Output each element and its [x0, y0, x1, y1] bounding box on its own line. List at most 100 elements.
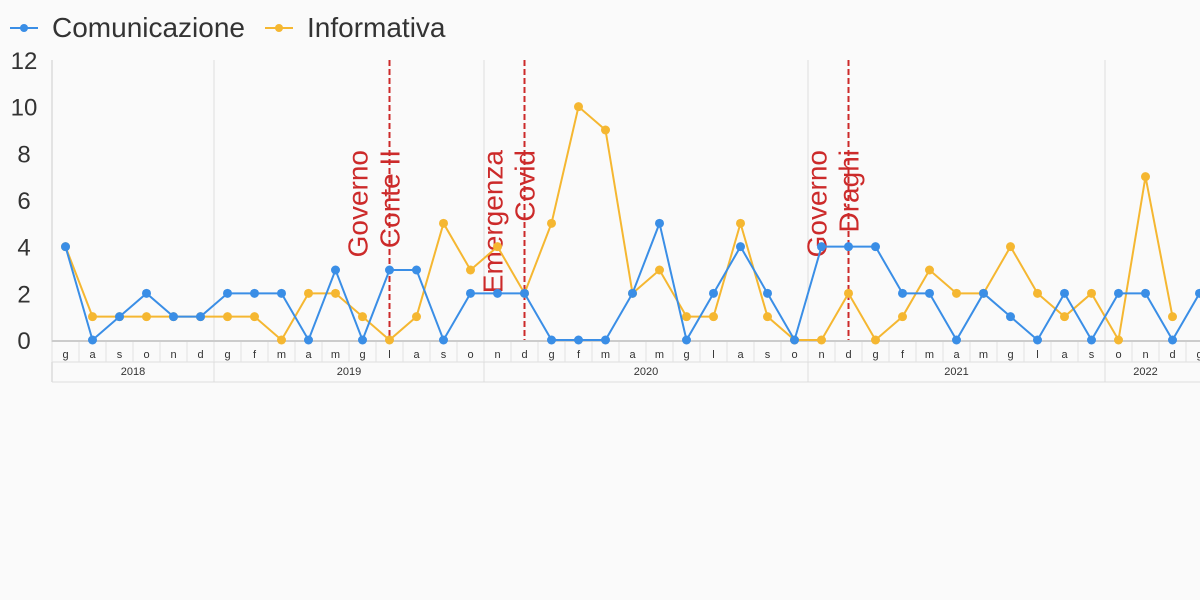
month-label: m: [277, 349, 286, 361]
data-point-0: [61, 242, 70, 252]
data-point-0: [1168, 335, 1177, 345]
data-point-1: [412, 312, 421, 322]
data-point-1: [250, 312, 259, 322]
month-label: f: [253, 349, 257, 361]
annotation-label-2: Draghi: [834, 150, 865, 232]
data-point-1: [817, 335, 826, 345]
data-point-0: [547, 335, 556, 345]
data-point-0: [1033, 335, 1042, 345]
month-label: g: [359, 349, 365, 361]
month-label: d: [521, 349, 527, 361]
y-tick-label: 6: [17, 188, 30, 215]
data-point-1: [925, 265, 934, 275]
data-point-1: [277, 335, 286, 345]
data-point-0: [304, 335, 313, 345]
month-label: n: [818, 349, 824, 361]
month-label: l: [712, 349, 714, 361]
month-label: o: [467, 349, 473, 361]
data-point-0: [88, 335, 97, 345]
data-point-1: [331, 288, 340, 298]
month-label: g: [683, 349, 689, 361]
annotation-label-0: Governo: [343, 150, 374, 257]
y-axis: 0 2 4 6 8 10 12: [11, 48, 53, 382]
data-point-0: [790, 335, 799, 345]
month-label: a: [1061, 349, 1068, 361]
data-point-1: [385, 335, 394, 345]
month-label: g: [62, 349, 68, 361]
month-label: a: [89, 349, 96, 361]
data-point-0: [466, 288, 475, 298]
legend-label-0: Comunicazione: [52, 12, 245, 43]
data-point-1: [1033, 288, 1042, 298]
data-point-1: [223, 312, 232, 322]
data-point-0: [979, 288, 988, 298]
data-point-0: [817, 242, 826, 252]
month-label: s: [117, 349, 123, 361]
data-point-0: [1060, 288, 1069, 298]
legend-label-1: Informativa: [307, 12, 446, 43]
month-label: g: [548, 349, 554, 361]
month-label: n: [494, 349, 500, 361]
month-label: m: [601, 349, 610, 361]
data-point-1: [709, 312, 718, 322]
month-label: m: [331, 349, 340, 361]
data-point-0: [169, 312, 178, 322]
data-point-1: [655, 265, 664, 275]
year-label: 2022: [1133, 366, 1157, 378]
month-label: g: [224, 349, 230, 361]
data-point-0: [952, 335, 961, 345]
data-point-0: [439, 335, 448, 345]
data-point-0: [277, 288, 286, 298]
data-point-0: [844, 242, 853, 252]
data-point-0: [871, 242, 880, 252]
data-point-1: [493, 242, 502, 252]
month-label: n: [170, 349, 176, 361]
data-point-1: [601, 125, 610, 135]
data-point-0: [1087, 335, 1096, 345]
data-point-0: [1006, 312, 1015, 322]
legend: Comunicazione Informativa: [10, 12, 446, 43]
y-tick-label: 12: [11, 48, 38, 75]
data-point-1: [1087, 288, 1096, 298]
month-label: d: [845, 349, 851, 361]
data-point-0: [358, 335, 367, 345]
data-point-0: [1195, 288, 1200, 298]
data-point-1: [142, 312, 151, 322]
month-label: a: [953, 349, 960, 361]
year-gridlines: [213, 60, 1106, 382]
data-point-0: [520, 288, 529, 298]
month-label: a: [629, 349, 636, 361]
month-label: l: [1036, 349, 1038, 361]
data-point-0: [412, 265, 421, 275]
data-point-1: [1114, 335, 1123, 345]
data-point-1: [358, 312, 367, 322]
data-point-0: [493, 288, 502, 298]
series-lines: [61, 102, 1200, 345]
annotation-label-2: Governo: [802, 150, 833, 257]
data-point-0: [736, 242, 745, 252]
month-label: a: [737, 349, 744, 361]
year-label: 2019: [337, 366, 361, 378]
month-label: l: [388, 349, 390, 361]
year-label: 2021: [944, 366, 968, 378]
month-label: n: [1142, 349, 1148, 361]
data-point-1: [844, 288, 853, 298]
annotation-label-1: Emergenza: [478, 150, 509, 294]
data-point-0: [925, 288, 934, 298]
data-point-1: [1141, 172, 1150, 182]
annotation-label-1: Covid: [510, 150, 541, 222]
data-point-1: [439, 218, 448, 228]
data-point-1: [88, 312, 97, 322]
month-label: d: [197, 349, 203, 361]
data-point-1: [466, 265, 475, 275]
x-axis: 2018 2019 2020 2021 2022 g a s o n d g f m a m g l a s o n d g f…: [51, 340, 1200, 383]
data-point-0: [196, 312, 205, 322]
annotation-label-0: Conte II: [375, 150, 406, 248]
month-label: m: [979, 349, 988, 361]
month-label: g: [1196, 349, 1200, 361]
legend-marker-0: [20, 24, 28, 32]
data-point-1: [898, 312, 907, 322]
data-point-0: [385, 265, 394, 275]
month-label: f: [901, 349, 905, 361]
